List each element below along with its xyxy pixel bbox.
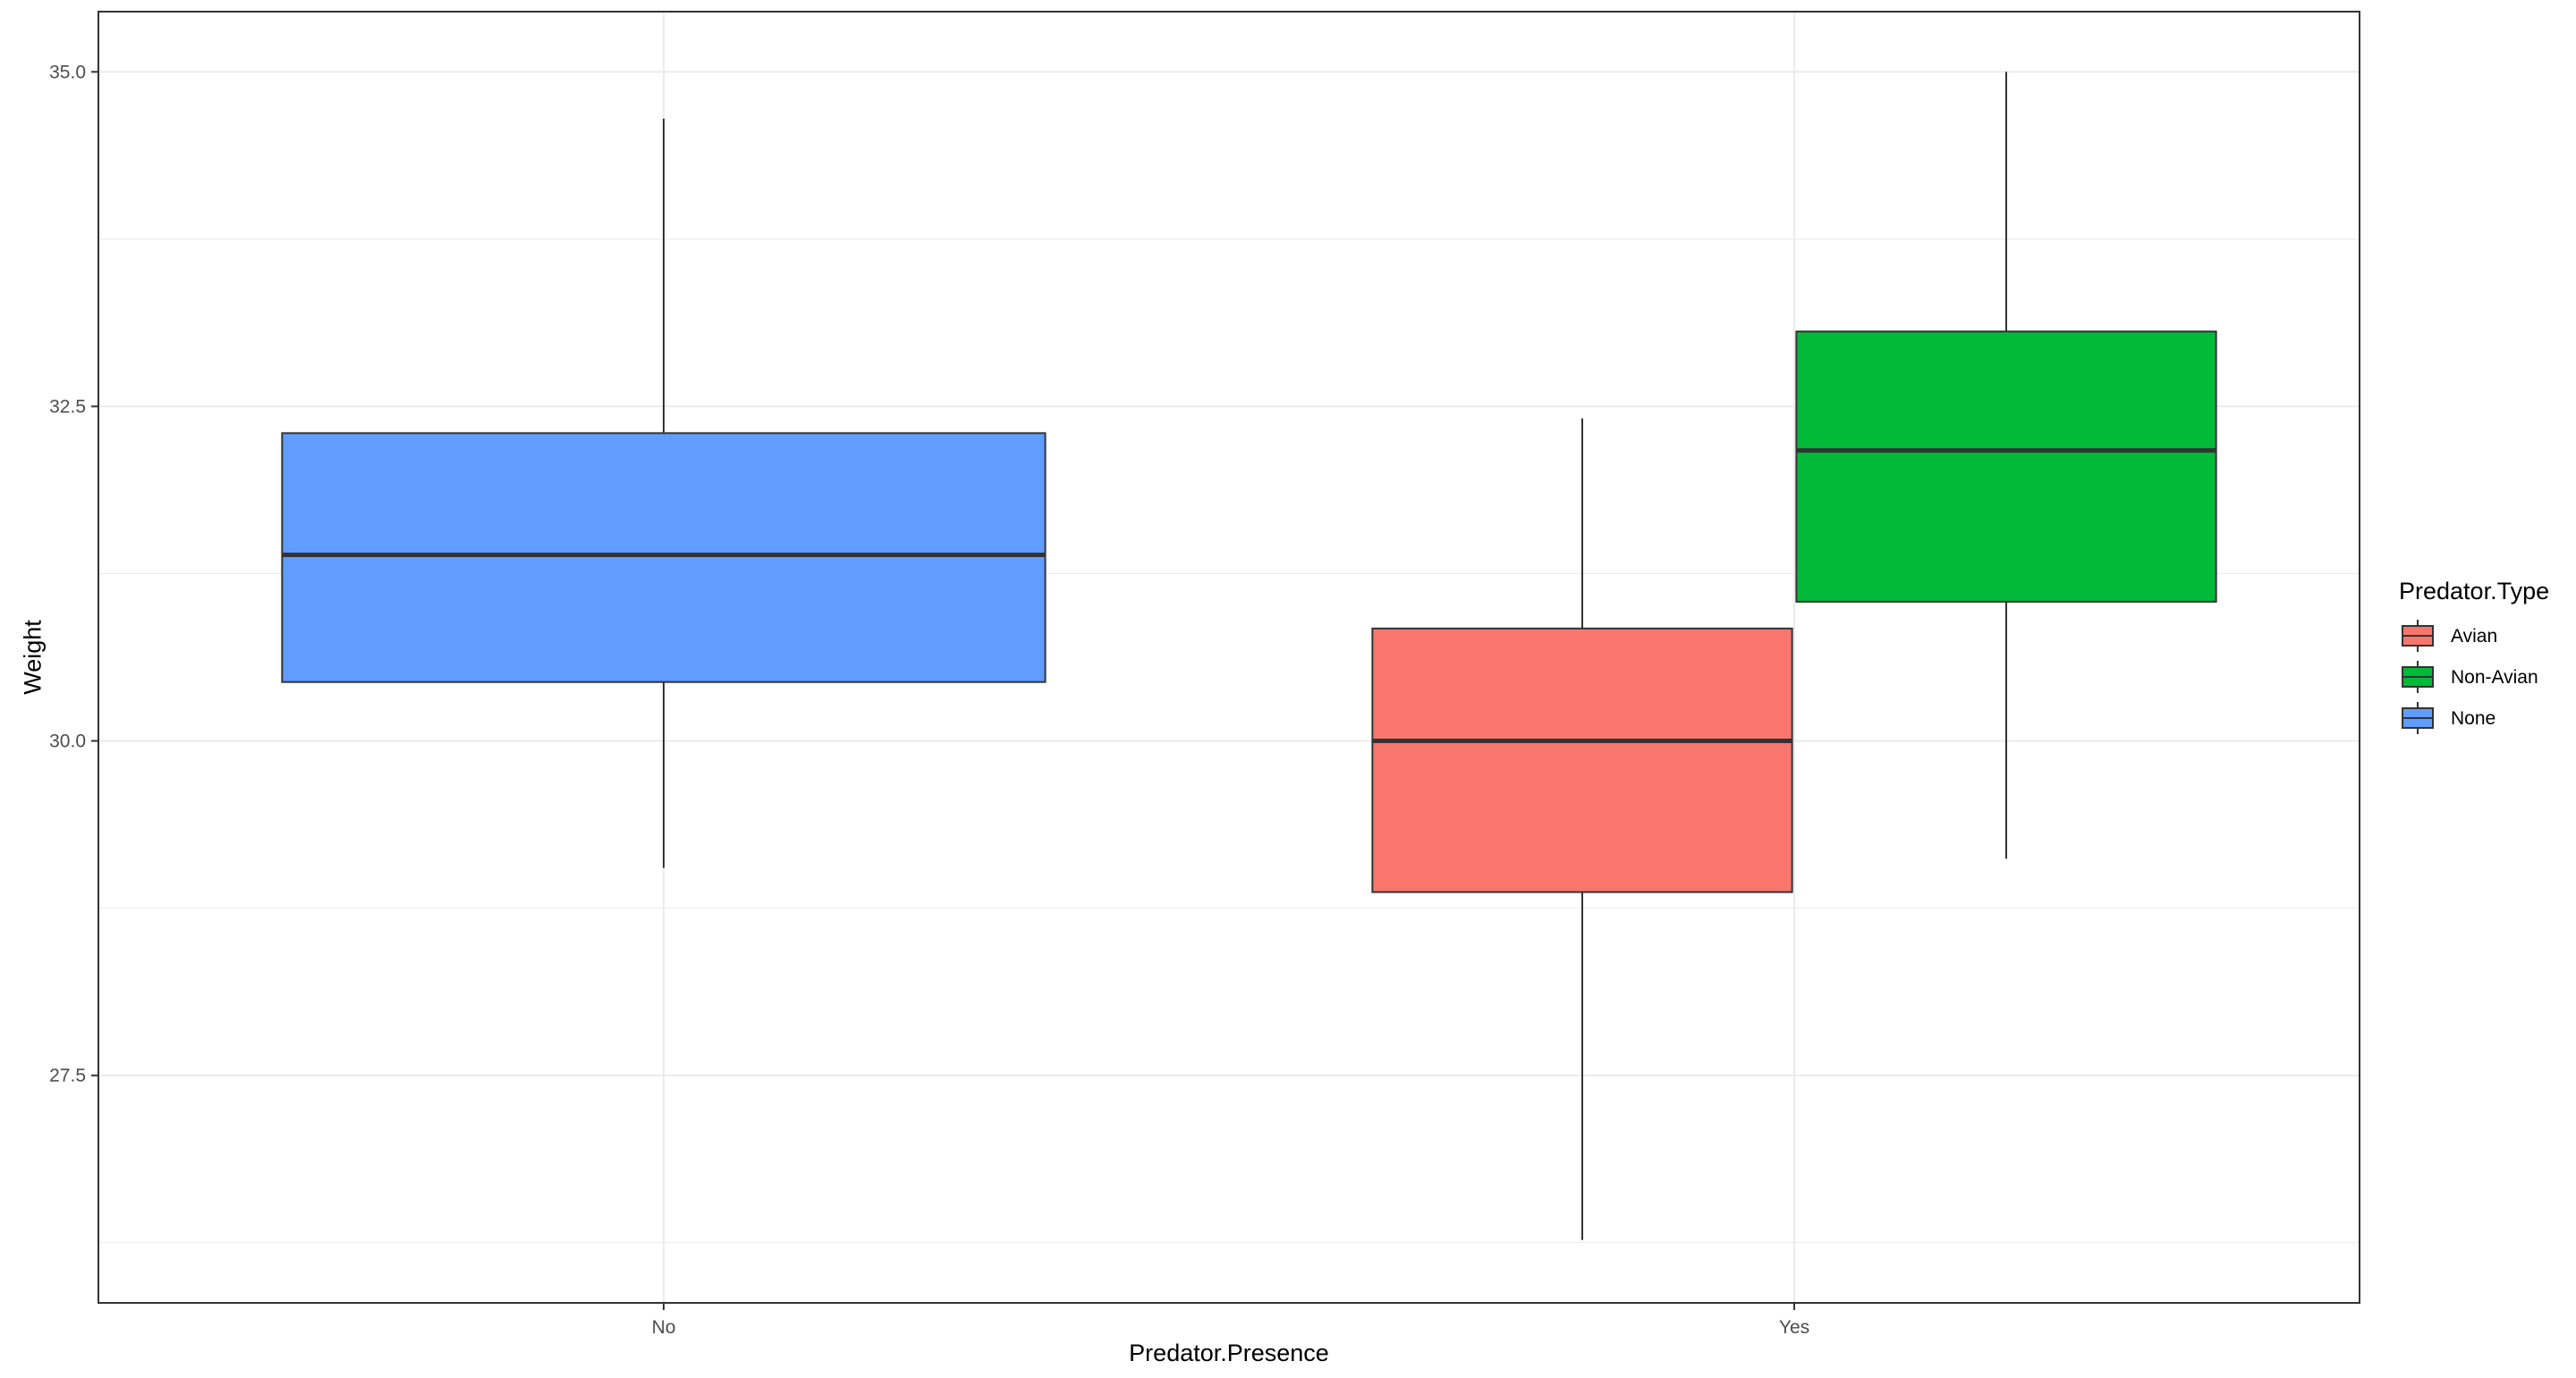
x-tick-label: No xyxy=(652,1317,676,1338)
box-yes-non-avian xyxy=(1795,72,2217,859)
y-tick-label: 30.0 xyxy=(49,731,86,752)
panel-border xyxy=(97,11,2360,1304)
x-tick-label: Yes xyxy=(1779,1317,1809,1338)
legend-entry-avian: Avian xyxy=(2402,620,2497,652)
y-tick-label: 35.0 xyxy=(49,62,86,82)
legend: Predator.Type Avian Non-Avian None xyxy=(2399,578,2549,734)
box-body xyxy=(1795,330,2217,603)
legend-entry-none: None xyxy=(2402,702,2496,734)
legend-label: Non-Avian xyxy=(2451,667,2538,688)
y-tick-label: 27.5 xyxy=(49,1066,86,1086)
box-body xyxy=(281,432,1046,683)
boxes xyxy=(281,72,2217,1240)
y-axis-title: Weight xyxy=(19,620,46,695)
x-axis-title: Predator.Presence xyxy=(1129,1340,1329,1366)
box-body xyxy=(1371,627,1793,893)
legend-label: None xyxy=(2451,708,2496,729)
legend-title: Predator.Type xyxy=(2399,578,2549,604)
box-no-none xyxy=(281,118,1046,868)
y-tick-label: 32.5 xyxy=(49,396,86,417)
legend-entry-non-avian: Non-Avian xyxy=(2402,661,2538,693)
legend-label: Avian xyxy=(2451,626,2497,647)
axes: 27.5 30.0 32.5 35.0 No Yes xyxy=(49,62,1809,1338)
box-yes-avian xyxy=(1371,418,1793,1240)
